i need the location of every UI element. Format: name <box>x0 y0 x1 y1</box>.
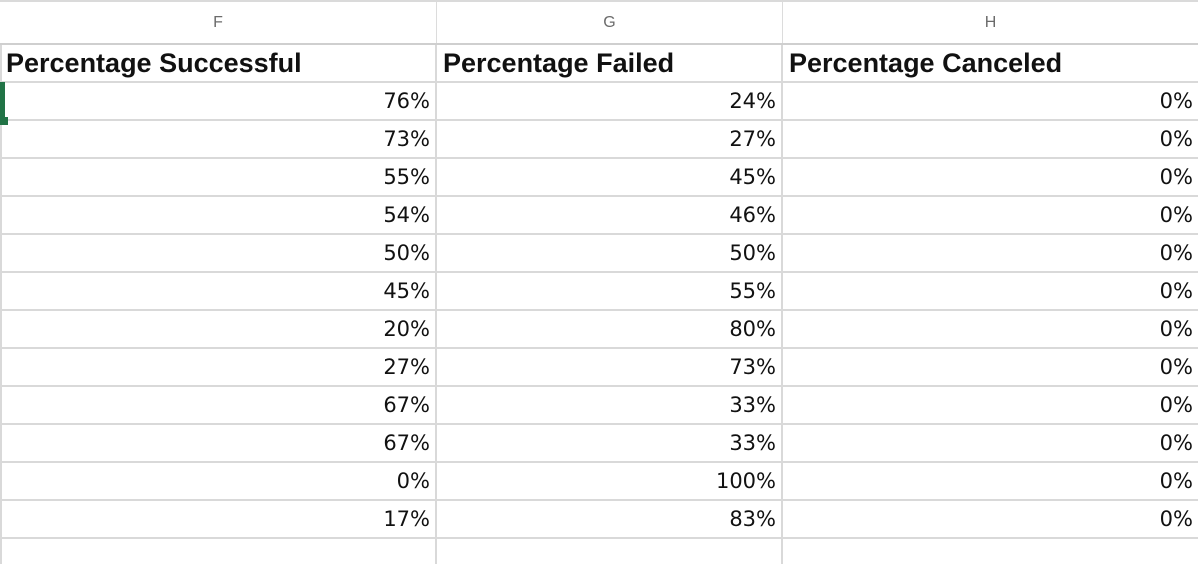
cell-failed[interactable]: 100% <box>437 463 783 501</box>
table-header-row: Percentage Successful Percentage Failed … <box>0 45 1198 83</box>
table-row: 20% 80% 0% <box>0 311 1198 349</box>
cell-failed[interactable]: 27% <box>437 121 783 159</box>
cell-canceled[interactable]: 0% <box>783 121 1198 159</box>
table-row: 17% 83% 0% <box>0 501 1198 539</box>
cell-successful[interactable]: 50% <box>0 235 437 273</box>
cell-successful[interactable]: 67% <box>0 425 437 463</box>
table-row: 67% 33% 0% <box>0 425 1198 463</box>
cell-canceled[interactable]: 0% <box>783 83 1198 121</box>
table-row: 67% 33% 0% <box>0 387 1198 425</box>
cell-successful[interactable]: 54% <box>0 197 437 235</box>
fill-handle[interactable] <box>0 117 8 125</box>
cell-successful[interactable]: 45% <box>0 273 437 311</box>
header-cell-percentage-successful[interactable]: Percentage Successful <box>0 45 437 83</box>
cell-successful[interactable]: 20% <box>0 311 437 349</box>
table-row: 76% 24% 0% <box>0 83 1198 121</box>
cell-successful[interactable]: 17% <box>0 501 437 539</box>
cell-canceled[interactable]: 0% <box>783 501 1198 539</box>
table-row: 0% 100% 0% <box>0 463 1198 501</box>
grid-left-edge <box>0 44 2 564</box>
table-row: 55% 45% 0% <box>0 159 1198 197</box>
cell-failed[interactable]: 73% <box>437 349 783 387</box>
cell-failed[interactable]: 46% <box>437 197 783 235</box>
cell-failed[interactable]: 80% <box>437 311 783 349</box>
cell-canceled[interactable]: 0% <box>783 311 1198 349</box>
table-row: 54% 46% 0% <box>0 197 1198 235</box>
table-row: 45% 55% 0% <box>0 273 1198 311</box>
table-row <box>0 539 1198 564</box>
cell-successful[interactable] <box>0 539 437 564</box>
cell-successful[interactable]: 27% <box>0 349 437 387</box>
column-header-f[interactable]: F <box>0 2 437 43</box>
table-row: 50% 50% 0% <box>0 235 1198 273</box>
cell-successful[interactable]: 0% <box>0 463 437 501</box>
cell-successful[interactable]: 73% <box>0 121 437 159</box>
cell-successful[interactable]: 76% <box>0 83 437 121</box>
cell-failed[interactable]: 24% <box>437 83 783 121</box>
header-cell-percentage-failed[interactable]: Percentage Failed <box>437 45 783 83</box>
column-header-h[interactable]: H <box>984 13 997 31</box>
cell-failed[interactable]: 50% <box>437 235 783 273</box>
active-cell-indicator <box>0 82 5 122</box>
cell-failed[interactable] <box>437 539 783 564</box>
cell-successful[interactable]: 55% <box>0 159 437 197</box>
cell-failed[interactable]: 83% <box>437 501 783 539</box>
column-header-bar: F G H <box>0 0 1198 45</box>
cell-canceled[interactable]: 0% <box>783 273 1198 311</box>
cell-failed[interactable]: 55% <box>437 273 783 311</box>
cell-canceled[interactable]: 0% <box>783 197 1198 235</box>
header-cell-percentage-canceled[interactable]: Percentage Canceled <box>783 45 1198 83</box>
table-row: 73% 27% 0% <box>0 121 1198 159</box>
column-header-g[interactable]: G <box>437 2 783 43</box>
cell-failed[interactable]: 33% <box>437 387 783 425</box>
cell-successful[interactable]: 67% <box>0 387 437 425</box>
cell-canceled[interactable]: 0% <box>783 235 1198 273</box>
cell-canceled[interactable]: 0% <box>783 159 1198 197</box>
cell-canceled[interactable]: 0% <box>783 387 1198 425</box>
cell-failed[interactable]: 33% <box>437 425 783 463</box>
table-row: 27% 73% 0% <box>0 349 1198 387</box>
cell-failed[interactable]: 45% <box>437 159 783 197</box>
cell-canceled[interactable]: 0% <box>783 463 1198 501</box>
cell-canceled[interactable] <box>783 539 1198 564</box>
cell-canceled[interactable]: 0% <box>783 425 1198 463</box>
cell-canceled[interactable]: 0% <box>783 349 1198 387</box>
